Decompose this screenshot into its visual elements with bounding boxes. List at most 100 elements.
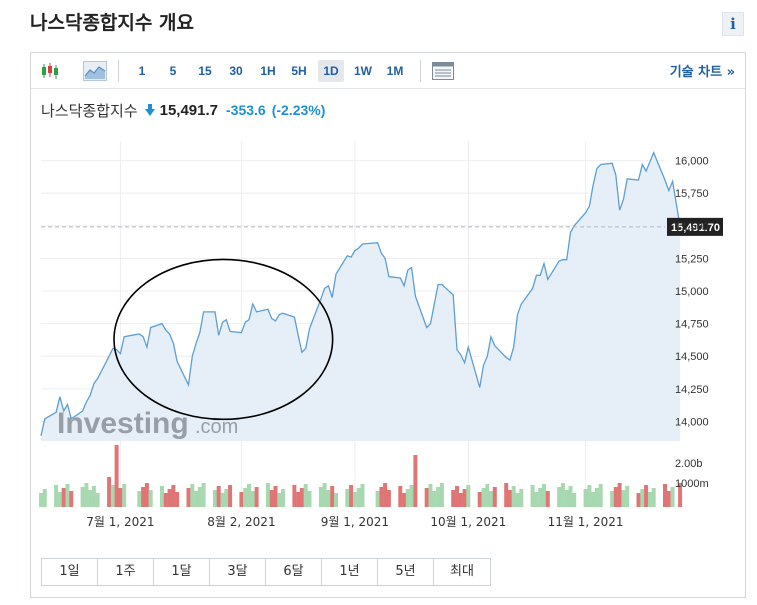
volume-bar xyxy=(640,489,645,507)
volume-bar xyxy=(386,490,391,507)
volume-bar xyxy=(568,486,573,507)
volume-bar xyxy=(303,484,308,507)
volume-bar xyxy=(462,489,467,507)
volume-bar xyxy=(254,487,259,507)
table-icon[interactable] xyxy=(431,61,455,81)
volume-bar xyxy=(455,486,459,507)
volume-bar xyxy=(647,492,652,507)
volume-bar xyxy=(625,486,630,507)
volume-bar xyxy=(436,487,441,507)
volume-bar xyxy=(175,492,180,507)
volume-bar xyxy=(466,485,471,507)
volume-bar xyxy=(352,492,357,507)
range-5-year[interactable]: 5년 xyxy=(378,559,434,585)
volume-bar xyxy=(432,491,437,507)
interval-15min[interactable]: 15 xyxy=(198,64,212,78)
down-arrow-icon xyxy=(144,104,155,116)
range-1-month[interactable]: 1달 xyxy=(154,559,210,585)
volume-bar xyxy=(326,490,331,507)
volume-bar xyxy=(636,493,641,507)
volume-bar xyxy=(670,487,675,507)
y-tick-label: 14,750 xyxy=(675,319,709,331)
range-1-day[interactable]: 1일 xyxy=(42,559,98,585)
volume-bar xyxy=(511,486,516,507)
interval-1min[interactable]: 1 xyxy=(138,64,146,78)
volume-bar xyxy=(598,484,603,507)
volume-bar xyxy=(678,483,683,507)
interval-5h[interactable]: 5H xyxy=(291,64,307,78)
volume-bar xyxy=(239,492,244,507)
interval-1w[interactable]: 1W xyxy=(354,64,372,78)
volume-bar xyxy=(489,491,493,507)
volume-bar xyxy=(439,483,444,507)
current-price-label: 15,491.70 xyxy=(671,222,720,234)
price-chart: 15,491.70 14,000 14,250 14,500 14,750 15,000 1… xyxy=(39,141,723,529)
toolbar-divider xyxy=(420,60,421,82)
y-tick-label: 15,500 xyxy=(675,221,709,233)
volume-bar xyxy=(281,489,285,507)
range-3-month[interactable]: 3달 xyxy=(210,559,266,585)
volume-bar xyxy=(485,484,490,507)
volume-bar xyxy=(190,484,195,507)
volume-bar xyxy=(413,455,418,507)
volume-bar xyxy=(201,483,206,507)
volume-bar xyxy=(504,483,509,507)
investing-watermark-suffix: .com xyxy=(195,416,238,438)
range-1-week[interactable]: 1주 xyxy=(98,559,154,585)
toolbar-divider xyxy=(118,60,119,82)
page-title: 나스닥종합지수 개요 xyxy=(30,12,194,34)
area-chart-icon[interactable] xyxy=(83,61,107,81)
volume-bar xyxy=(409,485,414,507)
quote-header: 나스닥종합지수 15,491.7 -353.6 (-2.23%) xyxy=(41,99,325,121)
range-1-year[interactable]: 1년 xyxy=(322,559,378,585)
instrument-name: 나스닥종합지수 xyxy=(41,101,138,120)
interval-1m[interactable]: 1M xyxy=(386,64,404,78)
volume-bar xyxy=(530,485,535,507)
volume-tick-label: 2.00b xyxy=(675,458,703,470)
volume-bar xyxy=(160,486,164,507)
technical-chart-link[interactable]: 기술 차트 » xyxy=(669,65,735,80)
volume-bar xyxy=(651,488,656,507)
volume-bar xyxy=(428,484,433,507)
interval-1h[interactable]: 1H xyxy=(260,64,276,78)
volume-bar xyxy=(424,488,429,507)
volume-bar xyxy=(250,491,255,507)
volume-bar xyxy=(186,488,191,507)
volume-bar xyxy=(42,489,47,507)
y-tick-label: 15,000 xyxy=(675,286,709,298)
volume-bar xyxy=(383,483,388,507)
volume-bar xyxy=(318,487,323,507)
price-change: -353.6 xyxy=(226,102,266,118)
range-max[interactable]: 최대 xyxy=(434,559,490,585)
volume-bar xyxy=(557,487,562,507)
interval-30min[interactable]: 30 xyxy=(229,64,243,78)
volume-bar xyxy=(88,490,93,507)
y-tick-label: 15,750 xyxy=(675,188,709,200)
volume-bar xyxy=(356,488,361,507)
volume-bar xyxy=(402,493,407,507)
volume-bar xyxy=(247,484,251,507)
volume-bar xyxy=(54,485,59,507)
volume-bar xyxy=(65,484,70,507)
y-tick-label: 14,500 xyxy=(675,351,709,363)
volume-bar xyxy=(587,485,592,507)
volume-bar xyxy=(307,491,312,507)
volume-bar xyxy=(349,485,354,507)
volume-bar xyxy=(594,488,599,507)
interval-1d[interactable]: 1D xyxy=(318,60,344,82)
volume-bar xyxy=(137,491,142,507)
volume-bar xyxy=(451,490,456,507)
interval-5min[interactable]: 5 xyxy=(169,64,177,78)
info-icon[interactable]: i xyxy=(722,12,744,36)
candlestick-icon[interactable] xyxy=(39,61,61,81)
volume-bar xyxy=(144,483,149,507)
chart-toolbar: 1 5 15 30 1H 5H 1D 1W 1M 기술 차트 » xyxy=(31,53,745,89)
annotation-circle xyxy=(113,258,334,421)
volume-bar xyxy=(481,488,486,507)
current-price-label-bg xyxy=(667,217,723,236)
range-6-month[interactable]: 6달 xyxy=(266,559,322,585)
volume-bar xyxy=(114,445,119,507)
volume-bar xyxy=(360,484,365,507)
volume-bar xyxy=(617,483,622,507)
volume-bar xyxy=(542,484,546,507)
